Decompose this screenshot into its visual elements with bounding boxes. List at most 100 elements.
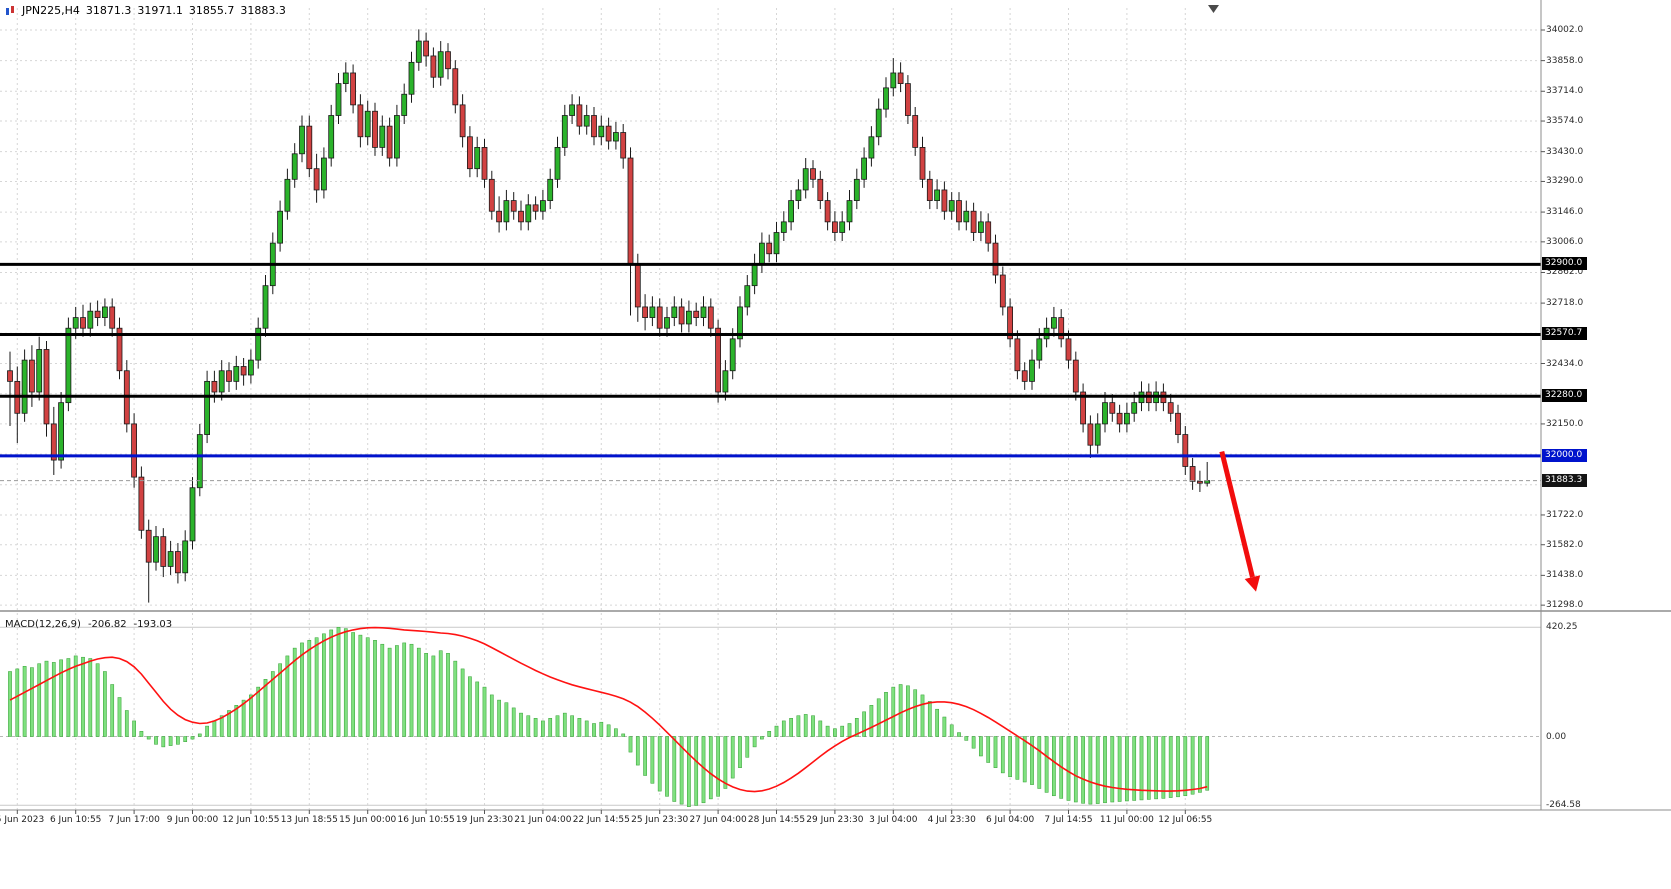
macd-histogram-bar: [672, 736, 677, 802]
macd-histogram-bar: [1052, 736, 1056, 797]
candle-body: [985, 221, 992, 244]
candle: [605, 117, 612, 150]
macd-histogram-bar: [256, 686, 261, 737]
candle-body: [189, 487, 196, 542]
macd-histogram-bar: [1000, 736, 1005, 774]
macd-histogram-bar: [789, 718, 793, 737]
candle-body: [598, 125, 605, 138]
macd-indicator-label: MACD(12,26,9) -206.82 -193.03: [5, 619, 172, 630]
macd-histogram-bar: [453, 660, 458, 737]
candle-body: [795, 189, 802, 201]
macd-histogram-bar: [898, 684, 903, 737]
candle: [415, 29, 422, 71]
candle-body: [591, 115, 597, 138]
macd-histogram-bar: [110, 684, 115, 737]
candle: [759, 232, 765, 273]
candle: [320, 147, 327, 199]
candle: [700, 296, 707, 327]
macd-histogram-bar: [533, 718, 538, 737]
macd-histogram-bar: [1176, 736, 1180, 798]
candle-body: [211, 380, 218, 393]
macd-axis-label: 420.25: [1546, 622, 1578, 633]
macd-histogram-bar: [730, 736, 735, 779]
macd-histogram-bar: [650, 736, 655, 784]
time-axis-label: 13 Jun 18:55: [280, 815, 338, 825]
macd-histogram-bar: [380, 643, 385, 737]
trend-arrow-head[interactable]: [1244, 575, 1261, 592]
candle-body: [277, 210, 284, 244]
macd-histogram-bar: [738, 736, 742, 768]
candle-body: [284, 178, 291, 212]
macd-histogram-bar: [30, 667, 34, 737]
candle-body: [605, 125, 612, 142]
candle-body: [824, 200, 831, 223]
candle-body: [540, 200, 546, 212]
candle-body: [934, 189, 940, 201]
trend-arrow-shaft[interactable]: [1219, 450, 1255, 578]
price-axis-label: 32150.0: [1546, 418, 1584, 429]
macd-histogram-bar: [657, 736, 662, 792]
candle: [540, 189, 546, 220]
macd-histogram-bar: [876, 698, 881, 737]
candle: [350, 64, 357, 114]
candle-body: [861, 157, 867, 180]
trend-arrow-annotation[interactable]: [1219, 450, 1261, 592]
macd-histogram-bar: [635, 736, 640, 766]
candle: [510, 192, 517, 220]
macd-histogram-bar: [818, 720, 823, 737]
candle: [832, 211, 838, 241]
candle-body: [780, 221, 787, 233]
candle-body: [1094, 423, 1101, 446]
macd-histogram-bar: [416, 647, 421, 737]
macd-histogram-bar: [833, 728, 837, 737]
macd-histogram-bar: [387, 647, 392, 737]
candle: [430, 47, 437, 88]
candle: [153, 526, 159, 571]
candle: [1175, 404, 1181, 444]
candle-body: [226, 370, 232, 382]
macd-histogram-bar: [37, 663, 42, 737]
macd-histogram-bar: [176, 736, 180, 745]
candle-body: [94, 310, 101, 318]
candle-body: [948, 200, 955, 212]
candle-body: [1087, 423, 1094, 446]
price-axis[interactable]: 34002.0 33858.0 33714.0 33574.0 33430.0 33290…: [1542, 0, 1671, 810]
candle-body: [7, 370, 13, 382]
ohlc-low: 31855.7: [188, 4, 235, 17]
time-axis-label: 3 Jul 04:00: [869, 815, 918, 825]
candle-body: [320, 157, 327, 191]
candle: [985, 213, 992, 252]
macd-histogram-bar: [1015, 736, 1020, 780]
candle: [620, 124, 627, 169]
candle: [846, 189, 853, 231]
candle: [919, 136, 926, 188]
macd-histogram-bar: [679, 736, 684, 805]
candle-body: [583, 115, 590, 127]
macd-histogram-bar: [1161, 736, 1166, 799]
macd-histogram-bar: [1103, 736, 1107, 804]
candle: [766, 234, 773, 263]
macd-histogram-bar: [913, 689, 918, 737]
candle-body: [386, 125, 393, 159]
macd-name: MACD(12,26,9): [5, 619, 81, 630]
candle-body: [145, 529, 152, 563]
candle: [445, 43, 451, 80]
candle-body: [445, 51, 451, 70]
time-axis[interactable]: 5 Jun 2023 6 Jun 10:55 7 Jun 17:00 9 Jun 00…: [0, 810, 1671, 836]
candle-body: [1116, 412, 1123, 425]
macd-histogram-bar: [526, 715, 531, 737]
macd-histogram-bar: [767, 731, 772, 737]
macd-histogram-bar: [1008, 736, 1012, 778]
candle-body: [751, 263, 758, 287]
macd-histogram-bar: [497, 699, 501, 737]
candle-body: [766, 242, 773, 255]
candle: [94, 300, 101, 327]
candle: [109, 298, 116, 337]
macd-histogram-bar: [781, 720, 786, 737]
candle-body: [1189, 466, 1196, 482]
candle: [174, 543, 181, 584]
candle-body: [956, 200, 962, 223]
candle: [1087, 415, 1094, 458]
